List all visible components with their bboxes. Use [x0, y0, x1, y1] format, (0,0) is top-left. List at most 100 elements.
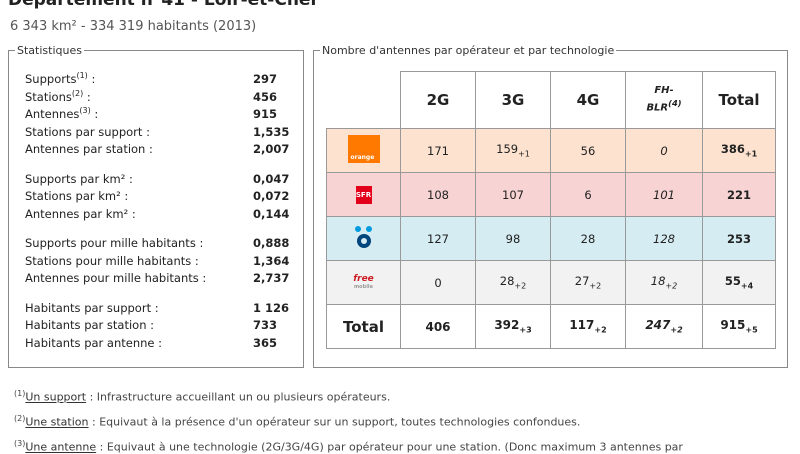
- table-row-free: free mobile 0 28+2 27+2 18+2 55+4: [326, 260, 776, 305]
- footnote-2-text: : Equivaut à la présence d'un opérateur …: [88, 415, 581, 429]
- orange-total-sub: +1: [744, 149, 758, 159]
- column-total: Total: [702, 71, 776, 129]
- stats-row: Antennes par station : 2,007: [17, 141, 297, 159]
- free-3g-sub: +2: [514, 281, 527, 291]
- stats-row: Stations par km² : 0,072: [17, 188, 297, 206]
- orange-4g: 56: [550, 128, 626, 173]
- orange-fh: 0: [625, 128, 703, 173]
- footnote-2-sup: (2): [14, 414, 26, 423]
- stats-value: 0,047: [253, 171, 290, 186]
- column-4g: 4G: [550, 71, 626, 129]
- free-fh-cell: 18+2: [625, 260, 703, 305]
- orange-total: 386: [720, 142, 745, 157]
- column-fh-sup: (4): [668, 98, 682, 109]
- stats-label: Antennes par km² :: [25, 206, 136, 221]
- stats-label: Stations(2) :: [25, 88, 91, 104]
- free-logo-sub: mobile: [353, 283, 374, 290]
- stats-group-gap: [17, 223, 297, 235]
- total-4g: 117: [569, 318, 595, 333]
- stats-row: Habitants par antenne : 365: [17, 335, 297, 353]
- total-fh: 247: [645, 318, 671, 333]
- stats-list: Supports(1) : 297 Stations(2) : 456 Antennes…: [17, 71, 297, 352]
- footnote-1-term: Un support: [25, 390, 87, 404]
- stats-label: Habitants par station :: [25, 318, 155, 332]
- bouygues-logo-icon: [354, 226, 372, 248]
- header-blank-cell: [326, 71, 401, 129]
- stats-value: 1,364: [253, 253, 290, 268]
- total-2g: 406: [400, 304, 476, 349]
- total-total-cell: 915+5: [702, 304, 776, 349]
- free-total-sub: +4: [740, 281, 754, 291]
- total-fh-cell: 247+2: [625, 304, 703, 349]
- sfr-4g: 6: [550, 172, 626, 217]
- sfr-fh: 101: [625, 172, 703, 217]
- stats-value: 1,535: [253, 124, 290, 139]
- sfr-2g: 108: [400, 172, 476, 217]
- page-title: Département n°41 - Loir-et-Cher: [8, 0, 319, 10]
- stats-row: Supports par km² : 0,047: [17, 171, 297, 189]
- stats-value: 365: [253, 335, 278, 350]
- free-3g: 28: [499, 274, 515, 289]
- stats-value: 456: [253, 89, 278, 104]
- footnote-1: (1)Un support : Infrastructure accueilla…: [14, 389, 390, 404]
- bouygues-4g: 28: [550, 216, 626, 261]
- stats-group-gap: [17, 159, 297, 171]
- antennas-table: 2G 3G 4G FH- BLR(4) Total orange 171 159+…: [326, 71, 776, 349]
- footnote-1-sup: (1): [14, 389, 26, 398]
- stats-row: Antennes pour mille habitants : 2,737: [17, 270, 297, 288]
- footnote-3: (3)Une antenne : Equivaut à une technolo…: [14, 439, 683, 454]
- total-4g-cell: 117+2: [550, 304, 626, 349]
- orange-logo-icon: orange: [347, 135, 380, 163]
- stats-value: 733: [253, 318, 278, 332]
- footnote-1-text: : Infrastructure accueillant un ou plusi…: [86, 390, 391, 404]
- free-total: 55: [724, 274, 741, 289]
- column-fh-line1: FH-: [654, 85, 674, 97]
- table-row-total: Total 406 392+3 117+2 247+2 915+5: [326, 304, 776, 349]
- stats-label: Supports par km² :: [25, 171, 133, 186]
- stats-label: Stations par km² :: [25, 189, 129, 203]
- free-logo-cell: free mobile: [326, 260, 401, 305]
- free-4g-cell: 27+2: [550, 260, 626, 305]
- stats-row: Stations pour mille habitants : 1,364: [17, 253, 297, 271]
- sfr-total: 221: [702, 172, 776, 217]
- stats-value: 0,144: [253, 206, 290, 221]
- sfr-3g: 107: [475, 172, 551, 217]
- stats-label: Habitants par support :: [25, 300, 159, 315]
- footnote-3-text: : Equivaut à une technologie (2G/3G/4G) …: [96, 440, 683, 454]
- bouygues-3g: 98: [475, 216, 551, 261]
- stats-label: Antennes(3) :: [25, 106, 99, 121]
- orange-logo-cell: orange: [326, 128, 401, 173]
- sfr-logo-icon: SFR: [355, 185, 372, 204]
- stats-group-gap: [17, 288, 297, 300]
- orange-total-cell: 386+1: [702, 128, 776, 173]
- stats-row: Supports pour mille habitants : 0,888: [17, 235, 297, 253]
- total-3g-cell: 392+3: [475, 304, 551, 349]
- orange-3g-sub: +1: [518, 149, 530, 159]
- free-fh: 18: [650, 274, 666, 289]
- stats-row: Habitants par station : 733: [17, 317, 297, 335]
- bouygues-logo-cell: [326, 216, 401, 261]
- total-3g: 392: [494, 318, 520, 333]
- free-fh-sub: +2: [665, 281, 678, 291]
- stats-label: Supports pour mille habitants :: [25, 236, 204, 250]
- stats-row: Stations par support : 1,535: [17, 124, 297, 142]
- column-fh-blr: FH- BLR(4): [625, 71, 703, 129]
- total-fh-sub: +2: [670, 325, 683, 335]
- antennas-panel: Nombre d'antennes par opérateur et par t…: [313, 44, 788, 368]
- total-3g-sub: +3: [519, 325, 532, 335]
- stats-label: Supports(1) :: [25, 71, 96, 86]
- stats-value: 0,072: [253, 189, 290, 203]
- free-4g-sub: +2: [589, 281, 602, 291]
- stats-value: 2,737: [253, 271, 290, 285]
- bouygues-fh: 128: [625, 216, 703, 261]
- stats-label: Antennes par station :: [25, 142, 153, 156]
- column-fh-line2: BLR: [646, 102, 669, 114]
- total-4g-sub: +2: [594, 325, 607, 335]
- table-header-row: 2G 3G 4G FH- BLR(4) Total: [326, 71, 776, 129]
- orange-3g-cell: 159+1: [475, 128, 551, 173]
- stats-label: Habitants par antenne :: [25, 335, 163, 350]
- orange-logo-text: orange: [350, 154, 375, 161]
- total-total-sub: +5: [745, 325, 758, 335]
- stats-value: 297: [253, 72, 278, 86]
- free-2g: 0: [400, 260, 476, 305]
